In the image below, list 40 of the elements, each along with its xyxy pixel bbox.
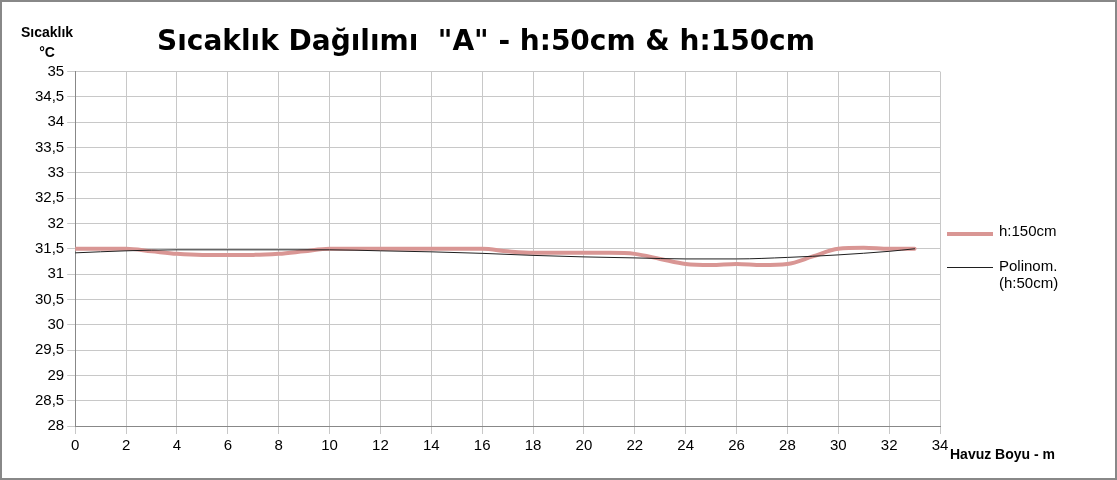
line-series [75, 248, 916, 260]
x-tick-label: 22 [626, 436, 644, 454]
x-tick-label: 4 [172, 436, 182, 454]
y-tick-label: 29 [47, 365, 65, 383]
x-tick-label: 0 [71, 436, 80, 454]
x-tick-label: 14 [422, 436, 440, 454]
y-tick-label: 29,5 [34, 340, 65, 358]
y-tick-label: 34 [47, 112, 65, 130]
x-tick-label: 12 [372, 436, 389, 454]
x-tick-label: 24 [677, 436, 694, 454]
y-tick-label: 32,5 [34, 188, 65, 206]
x-tick-label: 34 [931, 436, 949, 454]
x-tick-label: 8 [274, 436, 283, 454]
x-tick-label: 32 [880, 436, 898, 454]
x-tick-label: 16 [473, 436, 491, 454]
x-tick-label: 2 [121, 436, 131, 454]
y-axis-title: Sıcaklık °C [19, 23, 75, 62]
y-tick-label: 35 [47, 61, 65, 79]
y-tick-label: 28,5 [34, 390, 65, 408]
line-series [75, 245, 917, 267]
x-tick-label: 18 [524, 436, 542, 454]
legend-label: h:150cm [999, 222, 1058, 239]
y-tick-label: 31,5 [34, 238, 65, 256]
x-tick-label: 26 [728, 436, 745, 454]
y-tick-label: 31 [47, 264, 65, 282]
chart-title: Sıcaklık Dağılımı "A" - h:50cm & h:150cm [157, 24, 815, 58]
x-tick-label: 28 [779, 436, 796, 454]
y-tick-label: 30,5 [34, 289, 65, 307]
x-tick-label: 10 [321, 436, 338, 454]
x-tick-label: 30 [829, 436, 847, 454]
x-tick-label: 20 [575, 436, 593, 454]
y-tick-label: 33,5 [34, 137, 65, 155]
y-tick-label: 34,5 [34, 87, 65, 105]
x-tick-label: 6 [223, 436, 232, 454]
y-tick-label: 30 [47, 314, 65, 332]
x-axis-title: Havuz Boyu - m [950, 446, 1056, 462]
y-tick-label: 32 [47, 213, 65, 231]
legend-label: Polinom. (h:50cm) [999, 257, 1060, 291]
y-tick-label: 28 [47, 416, 65, 434]
y-tick-label: 33 [47, 163, 65, 180]
